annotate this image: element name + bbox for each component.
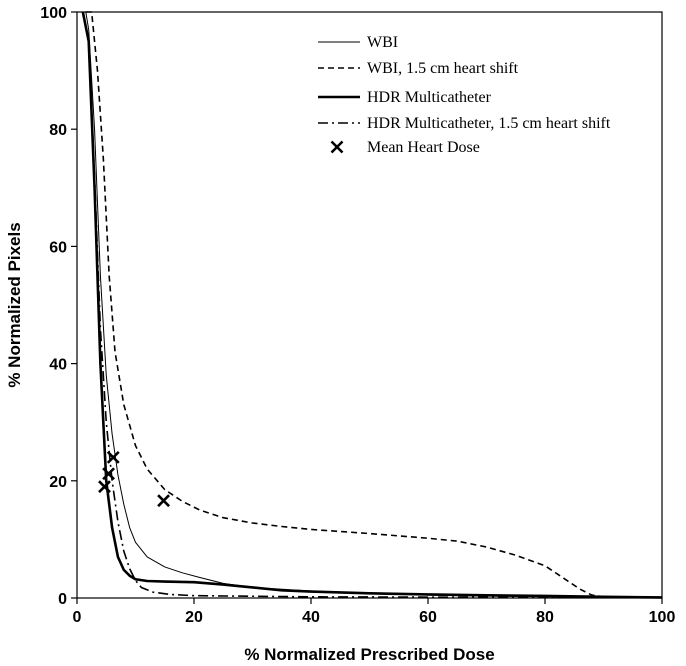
mean-heart-dose-marker [157,494,170,508]
series-line-hdr-multicatheter [81,11,663,599]
mean-heart-dose-markers [98,450,170,508]
mean-heart-dose-marker [106,450,120,464]
legend-label: Mean Heart Dose [367,139,480,156]
mean-heart-dose-marker [102,467,116,481]
legend-label: WBI [367,34,398,51]
legend-item-hdr-multicatheter-1-5-cm-heart-shift: HDR Multicatheter, 1.5 cm heart shift [318,115,611,132]
y-tick-label: 80 [49,122,67,139]
y-tick-label: 40 [49,357,67,374]
legend: WBI WBI, 1.5 cm heart shift HDR Multicathe… [318,34,611,156]
legend-label: HDR Multicatheter [367,89,492,106]
x-tick-label: 80 [536,609,554,626]
series-line-wbi-1-5-cm-heart-shift [85,11,663,599]
legend-item-hdr-multicatheter: HDR Multicatheter [318,89,492,106]
series-layer [81,11,663,599]
y-tick-label: 100 [40,5,67,22]
x-tick-label: 40 [302,609,320,626]
legend-item-wbi-1-5-cm-heart-shift: WBI, 1.5 cm heart shift [318,60,519,77]
y-tick-label: 60 [49,239,67,256]
x-tick-label: 20 [185,609,203,626]
axes: 0 20 40 60 80 100 0 20 40 60 80 100 [40,5,675,626]
legend-label: WBI, 1.5 cm heart shift [367,60,519,77]
x-tick-label: 0 [73,609,82,626]
legend-item-mean-heart-dose: Mean Heart Dose [330,139,480,156]
plot-frame [76,11,663,599]
y-tick-label: 20 [49,474,67,491]
y-axis-title: % Normalized Pixels [5,222,24,387]
x-tick-label: 60 [419,609,437,626]
y-tick-label: 0 [58,591,67,608]
legend-swatch [330,140,344,154]
x-tick-label: 100 [649,609,676,626]
legend-item-wbi: WBI [318,34,398,51]
x-axis-title: % Normalized Prescribed Dose [244,645,494,664]
mean-heart-dose-marker [98,480,111,494]
legend-label: HDR Multicatheter, 1.5 cm heart shift [367,115,611,132]
